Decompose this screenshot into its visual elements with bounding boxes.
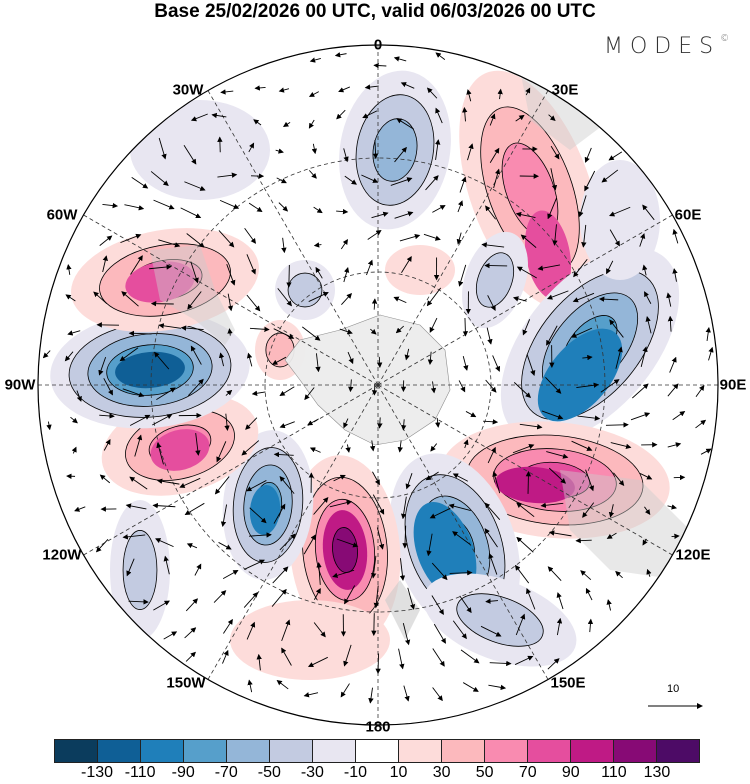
colorbar-tick-label: 10 [390, 764, 408, 782]
colorbar-swatch [98, 740, 141, 762]
wind-vector-arrow [378, 653, 379, 673]
colorbar-tick-label: -90 [172, 764, 195, 782]
wind-vector-arrow [576, 540, 591, 541]
lon-label-30w: 30W [173, 82, 204, 99]
colorbar-swatch [356, 740, 399, 762]
wind-vector-arrow [465, 318, 466, 336]
colorbar-swatch [657, 740, 699, 762]
colorbar-swatch [614, 740, 657, 762]
lon-label-60w: 60W [47, 207, 78, 224]
lon-label-120w: 120W [42, 547, 81, 564]
wind-vector-arrow [379, 357, 380, 367]
colorbar-tick-label: -110 [125, 764, 156, 782]
colorbar-swatch [55, 740, 98, 762]
colorbar-swatch [571, 740, 614, 762]
lon-label-150e: 150E [550, 675, 585, 692]
colorbar-tick-label: 90 [562, 764, 580, 782]
wind-vector-arrow [289, 265, 290, 287]
anomaly-contour [230, 600, 390, 680]
lon-label-90w: 90W [5, 377, 36, 394]
colorbar-swatch [313, 740, 356, 762]
colorbar-swatch [270, 740, 313, 762]
anomaly-contour [288, 273, 322, 307]
anomaly-contour [123, 530, 157, 609]
colorbar-tick-label: -130 [81, 764, 113, 782]
colorbar-tick-label: -70 [215, 764, 238, 782]
colorbar-tick-label: 110 [601, 764, 627, 782]
lon-label-120e: 120E [675, 547, 710, 564]
lon-label-150w: 150W [166, 675, 205, 692]
colorbar-tick-label: 70 [519, 764, 537, 782]
lon-label-30e: 30E [552, 82, 579, 99]
wind-vector-arrow [672, 536, 679, 537]
lon-label-90e: 90E [720, 377, 747, 394]
wind-vector-arrow [606, 425, 628, 426]
colorbar-swatch [528, 740, 571, 762]
colorbar-swatch [227, 740, 270, 762]
colorbar-tick-label: -50 [258, 764, 281, 782]
colorbar-ticks: -130 -110 -90 -70 -50 -30 -10 10 30 50 70 90 110 130 [0, 764, 750, 784]
colorbar-tick-label: 50 [476, 764, 494, 782]
lon-label-180: 180 [365, 719, 390, 736]
colorbar-tick-label: -10 [344, 764, 367, 782]
anomaly-contour [130, 100, 270, 200]
lon-label-60e: 60E [675, 207, 702, 224]
colorbar-swatch [442, 740, 485, 762]
reference-vector-label: 10 [667, 683, 679, 695]
colorbar [54, 739, 700, 763]
lon-label-0: 0 [374, 37, 382, 54]
colorbar-swatch [184, 740, 227, 762]
colorbar-tick-label: 130 [644, 764, 671, 782]
colorbar-swatch [485, 740, 528, 762]
anomaly-contour [385, 245, 455, 295]
colorbar-tick-label: 30 [433, 764, 451, 782]
colorbar-tick-label: -30 [301, 764, 324, 782]
colorbar-swatch [141, 740, 184, 762]
colorbar-swatch [399, 740, 442, 762]
